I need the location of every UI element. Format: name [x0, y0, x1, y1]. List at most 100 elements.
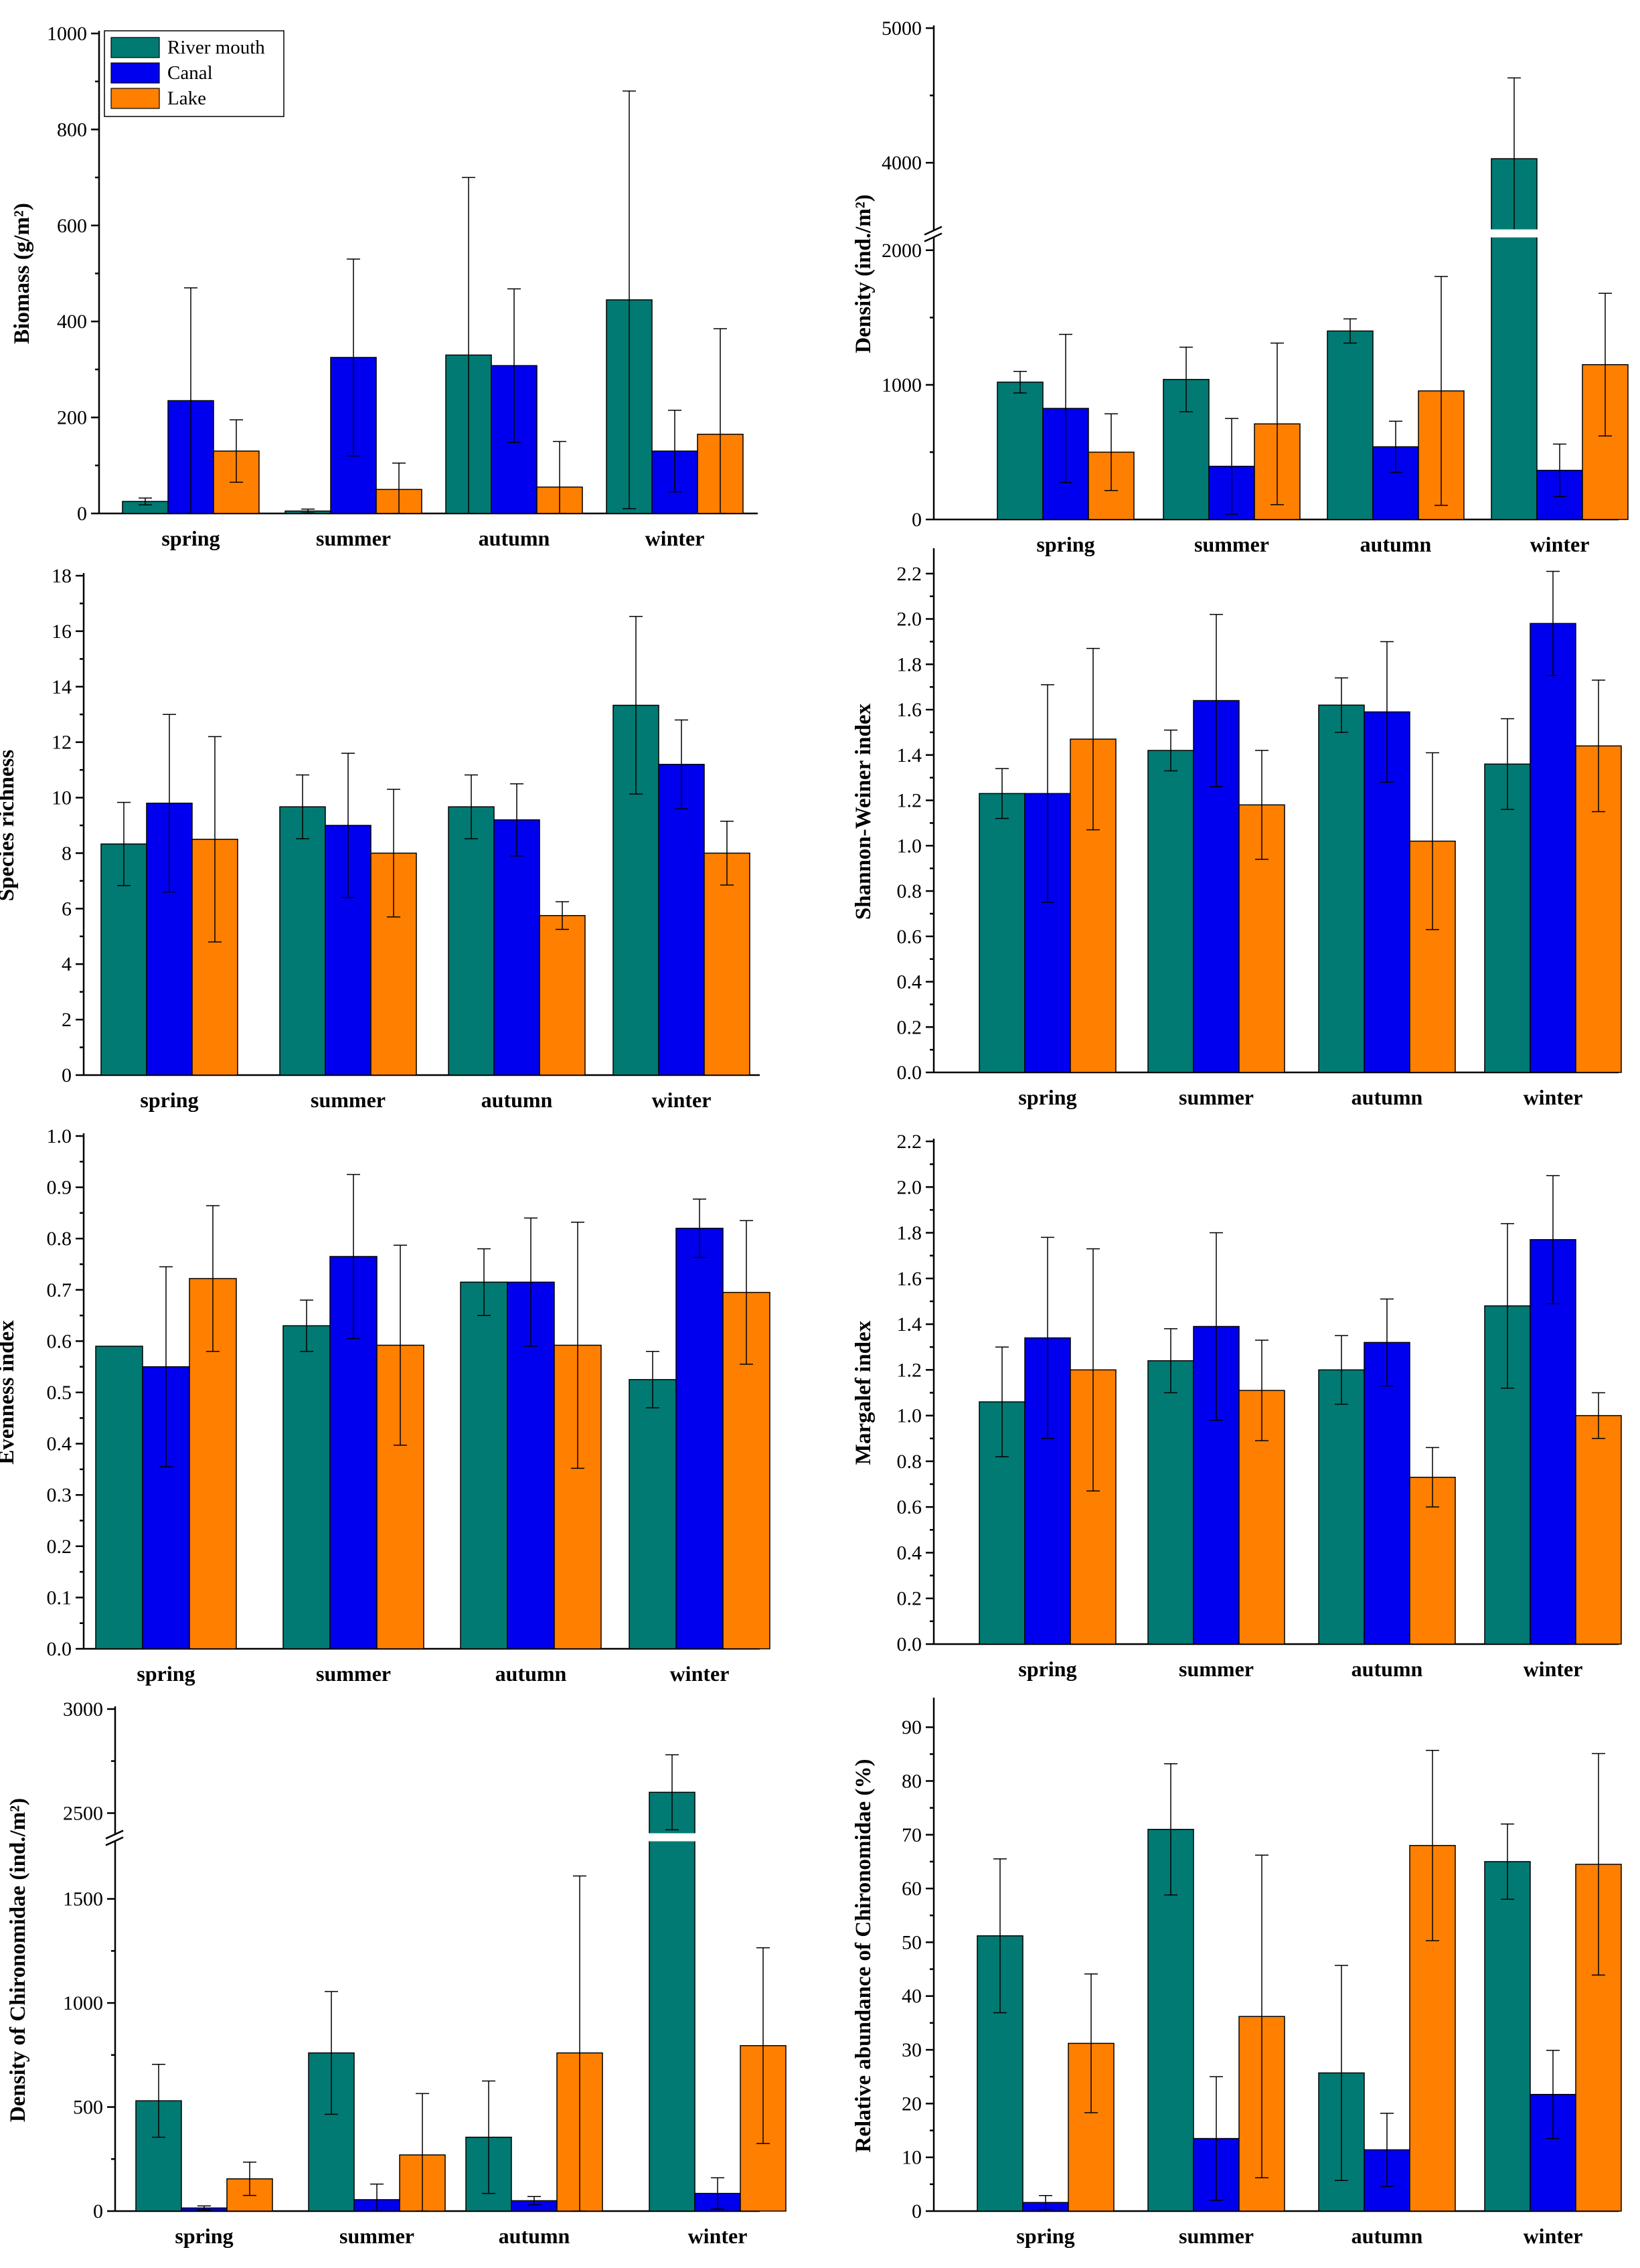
y-tick-label: 2000 — [882, 240, 922, 262]
bar-canal — [1530, 623, 1576, 1073]
x-category-label: winter — [688, 2224, 748, 2248]
y-tick-label: 5000 — [882, 17, 922, 39]
y-tick-label: 60 — [902, 1878, 922, 1900]
bar-river-mouth — [448, 806, 495, 1076]
y-tick-label: 4000 — [882, 152, 922, 174]
y-tick-label: 1.0 — [897, 835, 922, 857]
y-tick-label: 500 — [73, 2097, 103, 2119]
y-tick-label: 1.6 — [897, 699, 922, 721]
y-tick-label: 2500 — [63, 1802, 103, 1824]
bar-river-mouth — [282, 1325, 331, 1649]
y-tick-label: 0.2 — [897, 1016, 922, 1038]
x-category-label: winter — [652, 1088, 712, 1112]
y-axis-title: Density of Chironomidae (ind./m²) — [6, 1798, 30, 2122]
bar-river-mouth — [279, 806, 326, 1076]
chart-chiro-density: 0 500 1000 1500 2500 3000 spring summer autumn wi… — [6, 1698, 787, 2248]
y-tick-label: 1.2 — [897, 790, 922, 812]
bar-lake — [704, 852, 750, 1076]
y-tick-label: 3000 — [63, 1698, 103, 1720]
y-tick-label: 2.2 — [897, 563, 922, 585]
x-category-label: autumn — [1351, 2224, 1423, 2248]
bar-break-gap — [1490, 229, 1538, 238]
axis-break-mark — [105, 1836, 124, 1846]
x-category-label: summer — [311, 1088, 386, 1112]
bar-river-mouth — [979, 793, 1026, 1073]
x-category-label: autumn — [1360, 532, 1432, 556]
x-category-label: autumn — [481, 1088, 553, 1112]
x-category-label: summer — [316, 1662, 391, 1686]
y-tick-label: 2.2 — [897, 1131, 922, 1153]
x-category-label: winter — [670, 1662, 730, 1686]
y-tick-label: 0 — [912, 2200, 922, 2222]
y-tick-label: 2.0 — [897, 1176, 922, 1198]
bar-river-mouth — [1318, 1369, 1365, 1645]
y-tick-label: 0.3 — [47, 1484, 72, 1506]
y-tick-label: 14 — [52, 676, 72, 698]
y-tick-label: 0.4 — [897, 1542, 922, 1564]
bar-canal — [658, 764, 705, 1076]
y-tick-label: 90 — [902, 1716, 922, 1738]
legend-label: Canal — [167, 62, 213, 84]
y-tick-label: 0.6 — [47, 1330, 72, 1352]
y-tick-label: 1.8 — [897, 653, 922, 675]
y-tick-label: 1.4 — [897, 1313, 922, 1335]
x-category-label: spring — [161, 526, 220, 550]
y-tick-label: 0.8 — [47, 1228, 72, 1250]
x-category-label: autumn — [1351, 1085, 1423, 1109]
x-category-label: winter — [1524, 1085, 1583, 1109]
y-tick-label: 1000 — [47, 23, 87, 45]
bar-river-mouth — [1327, 330, 1374, 520]
y-tick-label: 0.0 — [897, 1633, 922, 1655]
y-tick-label: 1500 — [63, 1888, 103, 1911]
y-tick-label: 2.0 — [897, 609, 922, 631]
y-axis-title: Evenness index — [0, 1320, 19, 1465]
chart-biomass: 0 200 400 600 800 1000 spring summer autumn winte… — [10, 23, 758, 550]
y-tick-label: 600 — [57, 215, 87, 237]
x-category-label: autumn — [479, 526, 550, 550]
y-tick-label: 0.5 — [47, 1382, 72, 1404]
y-tick-label: 6 — [62, 898, 72, 920]
legend-label: Lake — [167, 88, 206, 109]
y-axis-title: Species richness — [0, 750, 19, 902]
y-tick-label: 0.8 — [897, 1451, 922, 1473]
y-tick-label: 0.9 — [47, 1177, 72, 1199]
bar-river-mouth — [1147, 1360, 1194, 1645]
y-tick-label: 1.2 — [897, 1359, 922, 1381]
axis-break-mark — [105, 1830, 124, 1840]
bar-canal — [675, 1228, 724, 1649]
axis-break-mark — [924, 232, 942, 242]
y-tick-label: 400 — [57, 311, 87, 333]
y-tick-label: 0.6 — [897, 926, 922, 948]
y-tick-label: 1.8 — [897, 1222, 922, 1244]
y-tick-label: 16 — [52, 621, 72, 643]
bar-lake — [539, 914, 586, 1076]
y-tick-label: 4 — [62, 953, 72, 975]
y-axis-title: Relative abundance of Chironomidae (%) — [851, 1759, 876, 2153]
legend-label: River mouth — [167, 37, 265, 58]
bar-break-gap — [648, 1833, 696, 1842]
bar-canal — [1364, 1342, 1410, 1645]
x-category-label: spring — [137, 1662, 195, 1686]
x-category-label: summer — [1179, 1085, 1254, 1109]
x-category-label: spring — [140, 1088, 198, 1112]
y-tick-label: 0.7 — [47, 1279, 72, 1301]
y-tick-label: 1.6 — [897, 1268, 922, 1290]
bar-river-mouth — [1484, 1861, 1531, 2212]
x-category-label: autumn — [1351, 1657, 1423, 1681]
bar-river-mouth — [95, 1346, 143, 1649]
y-tick-label: 0.0 — [897, 1062, 922, 1084]
y-tick-label: 12 — [52, 732, 72, 754]
y-tick-label: 40 — [902, 1986, 922, 2008]
x-category-label: winter — [1530, 532, 1590, 556]
y-tick-label: 8 — [62, 842, 72, 864]
y-tick-label: 0.8 — [897, 880, 922, 902]
x-category-label: summer — [339, 2224, 414, 2248]
x-category-label: summer — [1179, 2224, 1254, 2248]
bar-lake — [1575, 1414, 1622, 1645]
x-category-label: summer — [1179, 1657, 1254, 1681]
x-category-label: winter — [1524, 2224, 1583, 2248]
y-tick-label: 0.4 — [897, 971, 922, 993]
axis-break-mark — [924, 226, 942, 236]
chart-density: 0 1000 2000 4000 5000 spring summer autumn winte… — [851, 17, 1629, 556]
y-tick-label: 800 — [57, 118, 87, 141]
